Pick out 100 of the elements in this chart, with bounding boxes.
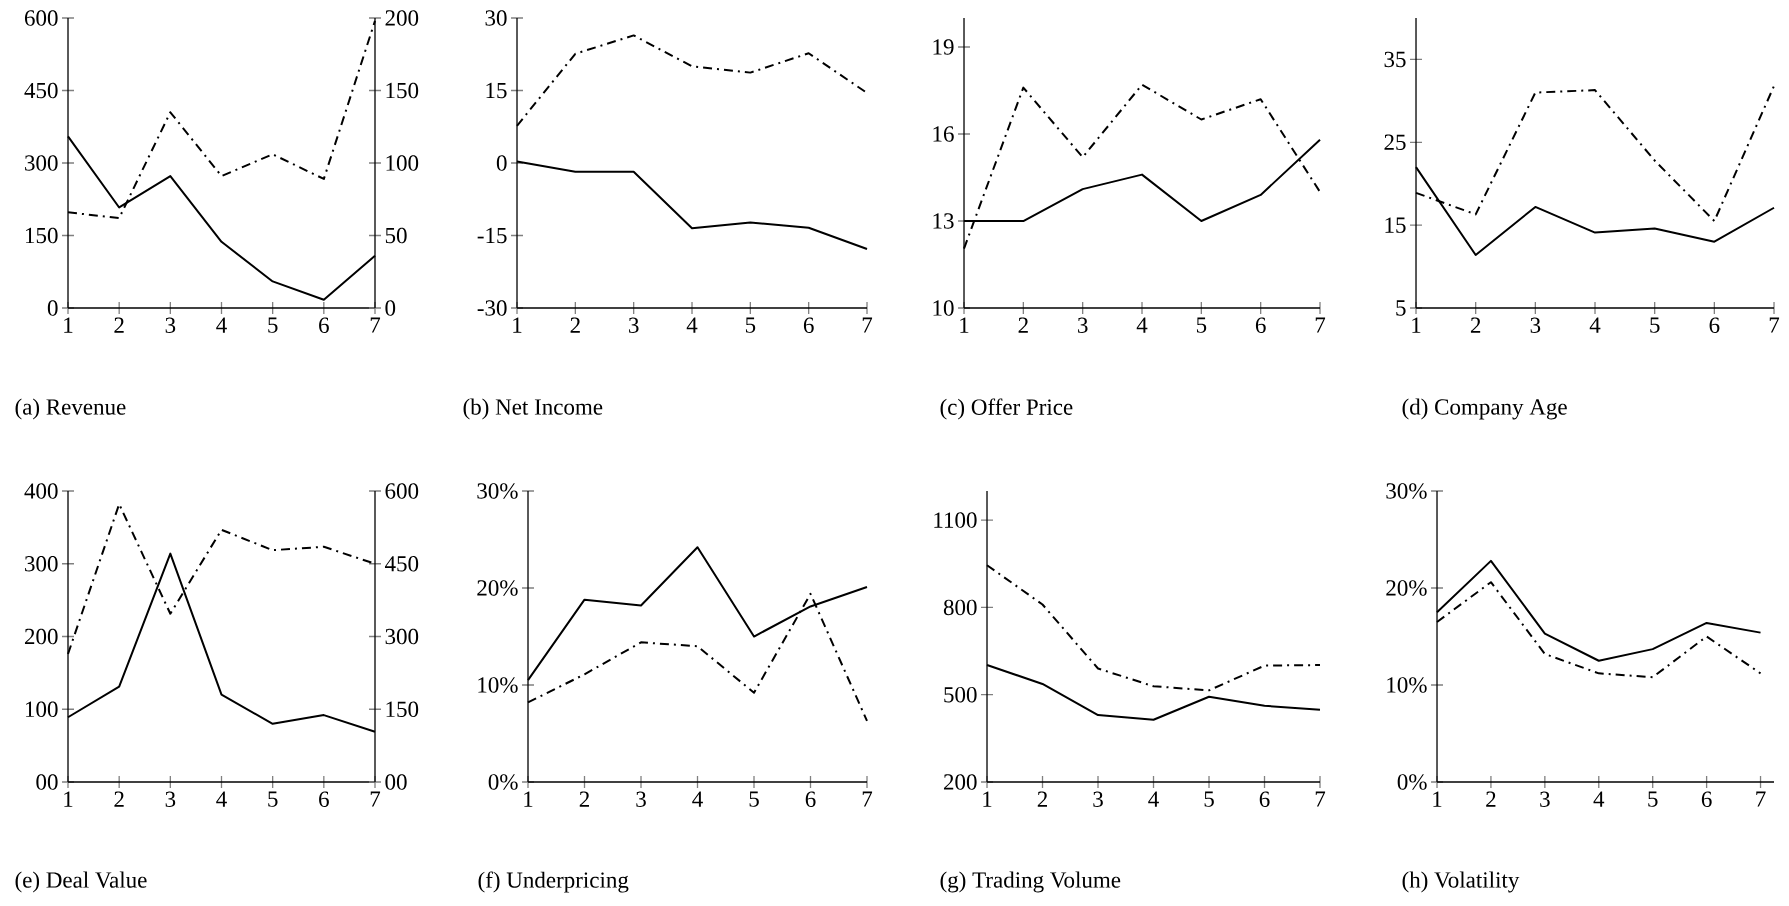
y-tick-label: 30 xyxy=(485,10,507,26)
text: (h) Volatility xyxy=(1402,871,1520,893)
y-tick-label: 300 xyxy=(25,155,58,171)
x-tick-label: 6 xyxy=(319,791,329,807)
x-tick-label: 1 xyxy=(64,317,73,333)
x-tick-label: 7 xyxy=(1756,791,1766,807)
x-tick-label: 4 xyxy=(1593,791,1605,807)
x-tick-label: 2 xyxy=(114,317,124,333)
x-tick-label: 5 xyxy=(268,791,278,807)
y-tick-label: 400 xyxy=(24,483,58,499)
x-tick-label: 7 xyxy=(370,317,381,333)
x-tick-label: 2 xyxy=(570,317,580,333)
x-tick-label: 7 xyxy=(370,791,381,807)
y-tick-label: 20% xyxy=(1386,580,1427,596)
y-tick-label: 35 xyxy=(1384,51,1406,68)
x-tick-label: 2 xyxy=(1018,317,1028,333)
text: (c) Offer Price xyxy=(940,398,1073,420)
y-tick-label: 10% xyxy=(1387,677,1427,693)
x-tick-label: 7 xyxy=(1315,317,1326,333)
x-tick-label: 7 xyxy=(862,317,873,333)
y-tick-label: 200 xyxy=(943,774,977,790)
x-tick-label: 4 xyxy=(686,317,698,333)
text: (d) Company Age xyxy=(1402,398,1567,420)
x-tick-label: 1 xyxy=(64,791,73,807)
y-tick-label: 25 xyxy=(1384,134,1406,151)
x-tick-label: 2 xyxy=(579,791,589,807)
y2-tick-label: 600 xyxy=(385,483,419,499)
x-tick-label: 3 xyxy=(1093,791,1103,807)
x-tick-label: 6 xyxy=(1259,791,1270,807)
y2-tick-label: 50 xyxy=(385,227,407,244)
y-tick-label: 300 xyxy=(25,555,58,572)
x-tick-label: 7 xyxy=(862,791,873,807)
x-tick-label: 2 xyxy=(1037,791,1047,807)
x-tick-label: 6 xyxy=(805,791,816,807)
x-tick-label: 6 xyxy=(1709,317,1720,333)
y2-tick-label: 150 xyxy=(386,82,419,99)
x-tick-label: 3 xyxy=(629,317,639,333)
text: (b) Net Income xyxy=(463,398,603,420)
y-tick-label: 16 xyxy=(933,126,954,142)
y2-tick-label: 0 xyxy=(385,300,396,316)
y2-tick-label: 300 xyxy=(385,628,419,645)
y-tick-label: 0 xyxy=(496,155,507,171)
x-tick-label: 6 xyxy=(1255,317,1266,333)
text: (f) Underpricing xyxy=(478,871,629,893)
x-tick-label: 3 xyxy=(165,317,176,333)
y-tick-label: 19 xyxy=(933,39,954,55)
x-tick-label: 4 xyxy=(216,791,227,807)
y2-tick-label: 00 xyxy=(385,774,407,790)
y2-tick-label: 200 xyxy=(385,10,419,26)
y-tick-label: 0% xyxy=(1397,774,1427,790)
y-tick-label: 450 xyxy=(24,82,58,99)
y-tick-label: 15 xyxy=(1385,217,1406,233)
x-tick-label: 7 xyxy=(1769,317,1780,333)
y-tick-label: 13 xyxy=(933,213,954,229)
x-tick-label: 3 xyxy=(636,791,646,807)
x-tick-label: 1 xyxy=(513,317,522,333)
x-tick-label: 4 xyxy=(1148,791,1159,807)
x-tick-label: 6 xyxy=(319,317,329,333)
x-tick-label: 3 xyxy=(165,791,176,807)
y-tick-label: 100 xyxy=(25,701,58,718)
y-tick-label: 600 xyxy=(24,10,58,26)
text: (g) Trading Volume xyxy=(940,871,1121,893)
x-tick-label: 1 xyxy=(983,791,992,807)
text: (e) Deal Value xyxy=(15,871,147,893)
y2-tick-label: 450 xyxy=(384,555,419,572)
y-tick-label: 10% xyxy=(478,677,518,693)
x-tick-label: 1 xyxy=(1433,791,1442,807)
x-tick-label: 5 xyxy=(749,791,759,807)
x-tick-label: 5 xyxy=(1650,317,1660,333)
x-tick-label: 7 xyxy=(1315,791,1326,807)
y2-tick-label: 150 xyxy=(386,701,419,718)
y-tick-label: 500 xyxy=(944,686,977,703)
x-tick-label: 6 xyxy=(803,317,814,333)
x-tick-label: 5 xyxy=(268,317,278,333)
x-tick-label: 2 xyxy=(114,791,124,807)
y-tick-label: 150 xyxy=(25,227,58,244)
x-tick-label: 4 xyxy=(216,317,227,333)
y-tick-label: 0% xyxy=(488,774,518,790)
y-tick-label: 200 xyxy=(24,628,58,645)
x-tick-label: 3 xyxy=(1530,317,1541,333)
y-tick-label: 15 xyxy=(486,82,507,99)
y-tick-label: 1100 xyxy=(934,512,977,528)
y-tick-label: 20% xyxy=(477,580,518,596)
x-tick-label: 1 xyxy=(1412,317,1421,333)
x-tick-label: 4 xyxy=(1136,317,1148,333)
y2-tick-label: 100 xyxy=(386,155,419,171)
x-tick-label: 5 xyxy=(1648,791,1658,807)
y-tick-label: 5 xyxy=(1396,300,1406,316)
y-tick-label: 0 xyxy=(47,300,58,316)
x-tick-label: 3 xyxy=(1078,317,1088,333)
text: (a) Revenue xyxy=(15,398,126,420)
x-tick-label: 6 xyxy=(1701,791,1712,807)
y-tick-label: -30 xyxy=(477,300,507,316)
x-tick-label: 5 xyxy=(1204,791,1214,807)
x-tick-label: 1 xyxy=(960,317,969,333)
x-tick-label: 2 xyxy=(1470,317,1481,333)
y-tick-label: 30% xyxy=(477,483,518,499)
x-tick-label: 5 xyxy=(745,317,756,333)
y-tick-label: 800 xyxy=(943,599,977,616)
y-tick-label: 00 xyxy=(36,774,58,790)
